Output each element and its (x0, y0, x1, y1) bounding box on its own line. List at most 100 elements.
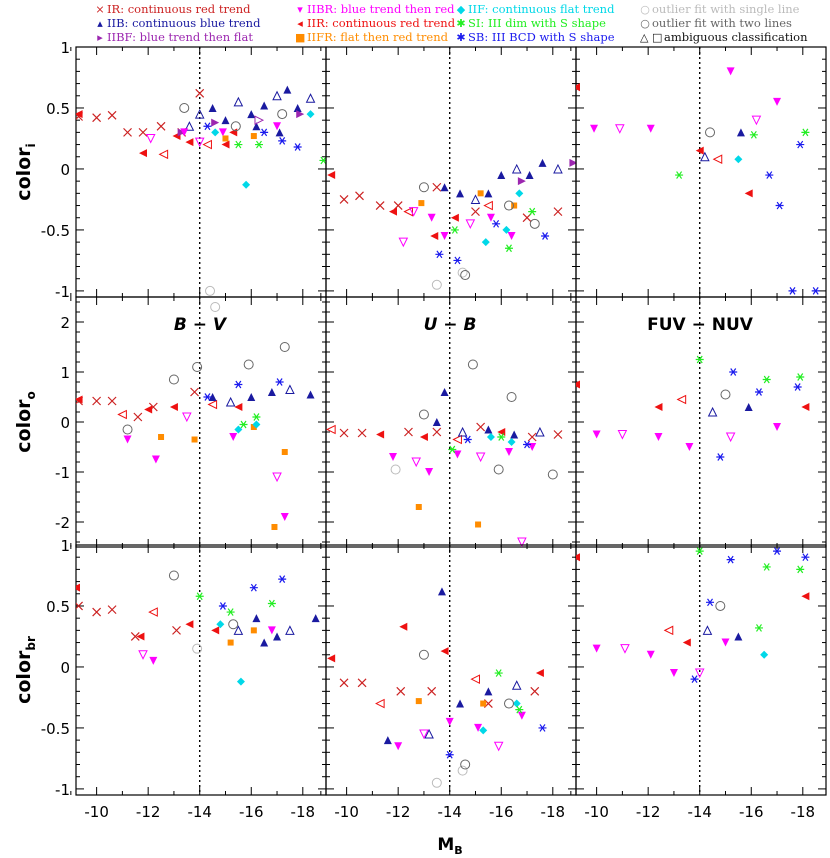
ir-point (130, 632, 140, 641)
panel-1-3 (570, 46, 827, 298)
si-point (796, 565, 805, 574)
iib-point (744, 403, 753, 411)
legend-item-sb: ✱ SB: III BCD with S shape (456, 30, 614, 44)
panel-frame (575, 46, 827, 298)
data-points (576, 547, 810, 683)
iib-point (484, 189, 493, 198)
sb-point (706, 598, 715, 607)
legend-label: IIB: continuous blue trend (107, 16, 261, 30)
iib-point (252, 614, 261, 623)
sb-point (463, 435, 472, 444)
sb-point (234, 380, 243, 389)
iibr-point (773, 97, 782, 106)
ir-point (138, 127, 148, 137)
x-axis-label: MB (437, 835, 462, 857)
o2-point (467, 359, 478, 370)
asterisk-marker-icon: ✱ (456, 31, 466, 44)
o2-point (279, 342, 290, 352)
o2-point (547, 469, 558, 480)
si-point (504, 244, 513, 253)
iir-point (403, 206, 413, 217)
iib-point (273, 632, 282, 641)
o1-point (431, 777, 442, 788)
si-point (195, 592, 204, 601)
panel-3-1: -10 -12 -14 -16 -18 1 0.5 0 -0.5 -1 (41, 537, 327, 821)
legend-item-ambiguous: △ □ ambiguous classification (640, 30, 808, 44)
iifr-point (191, 436, 198, 443)
legend-label: IR: continuous red trend (107, 2, 251, 16)
iifr-point (418, 200, 425, 207)
iif-point (216, 620, 225, 629)
iibr-point (229, 433, 238, 441)
iib-point (440, 183, 449, 192)
o2-point (179, 102, 190, 113)
o2-point (493, 464, 504, 475)
legend-item-outlier-single: ○ outlier fit with single line (640, 2, 799, 16)
ir-point (339, 195, 349, 204)
iibr-point (180, 128, 189, 137)
iir-point (144, 405, 153, 414)
iir-point (375, 698, 385, 709)
data-points (76, 85, 326, 296)
column-title-ub: U − B (424, 315, 477, 335)
iib-point (440, 388, 449, 396)
x-tick-label: -10 (84, 803, 109, 821)
column-title-fuvnuv: FUV − NUV (647, 315, 754, 335)
iifr-point (511, 202, 518, 209)
y-tick-label: 2 (60, 314, 70, 332)
iibr-point (486, 213, 495, 222)
o1-point (210, 302, 221, 312)
iif-point (234, 425, 243, 434)
iibr-point (654, 433, 663, 441)
iifr-point (475, 521, 482, 528)
iibr-point (425, 468, 434, 476)
iibr-point (517, 537, 527, 547)
sb-point (793, 383, 802, 391)
ir-point (156, 121, 166, 131)
legend-item-iibr: ▾ IIBR: blue trend then red (295, 2, 454, 16)
iifr-point (480, 700, 487, 707)
iibr-point (617, 430, 628, 440)
iif-point (252, 420, 261, 429)
iib-point (525, 171, 534, 180)
sb-point (773, 547, 782, 555)
iib-point (736, 128, 745, 137)
iir-point (419, 433, 428, 441)
iib-point (484, 425, 493, 434)
iibr-point (493, 741, 504, 752)
o1-point (457, 267, 468, 278)
sb-point (293, 143, 302, 151)
ir-point (357, 678, 367, 688)
o1-point (457, 765, 468, 776)
sb-point (811, 287, 820, 295)
iibr-point (507, 232, 516, 241)
iibr-point (272, 472, 282, 483)
iifr-point (477, 190, 484, 197)
iib-point (707, 406, 718, 417)
iir-point (207, 399, 218, 410)
iib-point (221, 116, 230, 125)
x-tick-label: -10 (334, 803, 359, 821)
sb-point (218, 602, 227, 610)
iib-point (260, 101, 269, 110)
iibf-point (296, 110, 305, 119)
sb-point (249, 583, 258, 592)
iibr-point (590, 124, 599, 133)
iir-point (202, 139, 212, 150)
o1-point (390, 464, 401, 475)
iibr-point (475, 452, 486, 463)
sb-point (453, 256, 462, 265)
iifr-point (271, 524, 278, 530)
ir-point (393, 201, 403, 210)
si-point (754, 624, 763, 632)
sb-point (765, 171, 774, 179)
legend-item-iif: ◆ IIF: continuous flat trend (456, 2, 615, 16)
o2-point (228, 619, 239, 630)
axis-labels: colori coloro colorbr MB B − V U − B FUV… (13, 143, 754, 857)
ir-point (195, 88, 205, 98)
o2-point (230, 121, 241, 132)
o2-point (122, 424, 133, 435)
iibr-point (273, 122, 282, 131)
sb-point (796, 140, 805, 149)
data-points (327, 587, 547, 788)
